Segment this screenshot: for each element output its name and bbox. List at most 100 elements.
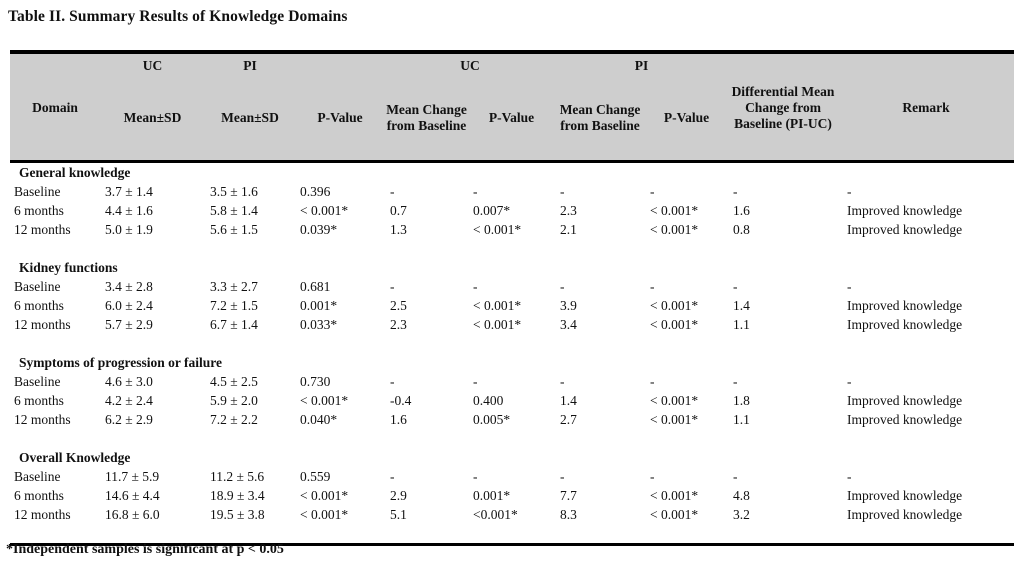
header-group-uc-change: UC xyxy=(460,58,480,73)
cell-differential: 4.8 xyxy=(733,487,750,503)
header-differential: Differential Mean Change from Baseline (… xyxy=(731,84,835,131)
cell-uc-mean-change: 0.7 xyxy=(390,202,407,218)
cell-differential: 3.2 xyxy=(733,506,750,522)
cell-p-value-baseline: 0.033* xyxy=(300,316,338,332)
cell-pi-p-value: < 0.001* xyxy=(650,202,699,218)
section-gap xyxy=(10,334,1014,353)
summary-results-table: Domain UC PI UC PI Differential Mean Cha… xyxy=(10,50,1014,546)
header-group-pi-change: PI xyxy=(634,58,649,73)
section-gap-cell xyxy=(10,429,1014,448)
cell-uc-mean-change: 2.3 xyxy=(390,316,407,332)
header-pi-mean-change: Mean Change from Baseline xyxy=(559,102,641,133)
cell-p-value-baseline: 0.396 xyxy=(300,183,331,199)
row-label: Baseline xyxy=(14,468,61,484)
section-heading-row: Symptoms of progression or failure xyxy=(10,353,1014,372)
cell-remark: - xyxy=(847,278,852,294)
cell-pi-mean-sd: 3.3 ± 2.7 xyxy=(210,278,258,294)
section-heading-row: Overall Knowledge xyxy=(10,448,1014,467)
cell-remark: - xyxy=(847,183,852,199)
row-label: 12 months xyxy=(14,221,71,237)
section-title: Kidney functions xyxy=(19,259,118,275)
cell-pi-p-value: < 0.001* xyxy=(650,411,699,427)
table-row: 12 months 16.8 ± 6.0 19.5 ± 3.8 < 0.001* 5.1… xyxy=(10,505,1014,524)
header-sub-row: Mean±SD Mean±SD P-Value Mean Change from… xyxy=(10,76,1014,162)
cell-pi-mean-sd: 18.9 ± 3.4 xyxy=(210,487,265,503)
cell-remark: Improved knowledge xyxy=(847,202,963,218)
cell-uc-mean-change: 5.1 xyxy=(390,506,407,522)
row-label: Baseline xyxy=(14,183,61,199)
table-row: Baseline 11.7 ± 5.9 11.2 ± 5.6 0.559 - - - - - - xyxy=(10,467,1014,486)
row-label: 12 months xyxy=(14,316,71,332)
cell-p-value-baseline: 0.559 xyxy=(300,468,331,484)
cell-uc-mean-change: - xyxy=(390,468,395,484)
header-group-uc-baseline: UC xyxy=(142,58,163,73)
cell-differential: 0.8 xyxy=(733,221,750,237)
cell-uc-mean-change: 1.3 xyxy=(390,221,407,237)
cell-p-value-baseline: < 0.001* xyxy=(300,506,349,522)
cell-uc-p-value: < 0.001* xyxy=(473,297,522,313)
table-row: 12 months 6.2 ± 2.9 7.2 ± 2.2 0.040* 1.6 0.00… xyxy=(10,410,1014,429)
cell-p-value-baseline: 0.681 xyxy=(300,278,331,294)
cell-uc-p-value: - xyxy=(473,278,478,294)
section-heading-row: Kidney functions xyxy=(10,258,1014,277)
cell-remark: Improved knowledge xyxy=(847,411,963,427)
row-label: 6 months xyxy=(14,202,64,218)
cell-p-value-baseline: 0.730 xyxy=(300,373,331,389)
cell-pi-mean-sd: 7.2 ± 2.2 xyxy=(210,411,258,427)
cell-pi-mean-sd: 4.5 ± 2.5 xyxy=(210,373,258,389)
cell-uc-mean-sd: 5.0 ± 1.9 xyxy=(105,221,153,237)
cell-uc-p-value: - xyxy=(473,468,478,484)
cell-pi-mean-change: - xyxy=(560,183,565,199)
cell-uc-mean-change: - xyxy=(390,373,395,389)
table-row: 6 months 6.0 ± 2.4 7.2 ± 1.5 0.001* 2.5 < 0.0… xyxy=(10,296,1014,315)
cell-differential: - xyxy=(733,373,738,389)
cell-remark: Improved knowledge xyxy=(847,316,963,332)
cell-pi-p-value: < 0.001* xyxy=(650,316,699,332)
cell-differential: 1.6 xyxy=(733,202,750,218)
cell-pi-p-value: < 0.001* xyxy=(650,392,699,408)
row-label: Baseline xyxy=(14,373,61,389)
cell-differential: 1.1 xyxy=(733,316,750,332)
cell-p-value-baseline: 0.039* xyxy=(300,221,338,237)
cell-uc-mean-change: 1.6 xyxy=(390,411,407,427)
section-heading-row: General knowledge xyxy=(10,162,1014,183)
cell-pi-p-value: - xyxy=(650,468,655,484)
cell-uc-mean-change: -0.4 xyxy=(390,392,412,408)
cell-uc-mean-sd: 6.2 ± 2.9 xyxy=(105,411,153,427)
cell-differential: 1.1 xyxy=(733,411,750,427)
cell-uc-mean-change: - xyxy=(390,183,395,199)
cell-uc-p-value: 0.007* xyxy=(473,202,511,218)
cell-pi-mean-change: 2.7 xyxy=(560,411,577,427)
cell-pi-mean-change: - xyxy=(560,278,565,294)
section-title: General knowledge xyxy=(19,164,131,180)
table-row: 6 months 4.4 ± 1.6 5.8 ± 1.4 < 0.001* 0.7 0.0… xyxy=(10,201,1014,220)
cell-pi-mean-change: - xyxy=(560,373,565,389)
cell-pi-mean-sd: 6.7 ± 1.4 xyxy=(210,316,258,332)
cell-uc-p-value: <0.001* xyxy=(473,506,518,522)
row-label: 12 months xyxy=(14,506,71,522)
cell-uc-mean-sd: 3.7 ± 1.4 xyxy=(105,183,153,199)
cell-pi-mean-change: 3.9 xyxy=(560,297,577,313)
cell-uc-mean-sd: 16.8 ± 6.0 xyxy=(105,506,160,522)
header-group-pi-baseline: PI xyxy=(243,58,257,73)
cell-uc-p-value: < 0.001* xyxy=(473,316,522,332)
row-label: Baseline xyxy=(14,278,61,294)
cell-pi-mean-change: 8.3 xyxy=(560,506,577,522)
section-title: Symptoms of progression or failure xyxy=(19,354,223,370)
cell-pi-p-value: < 0.001* xyxy=(650,221,699,237)
header-domain: Domain xyxy=(32,100,78,115)
cell-remark: - xyxy=(847,373,852,389)
cell-uc-mean-sd: 4.2 ± 2.4 xyxy=(105,392,153,408)
cell-p-value-baseline: 0.001* xyxy=(300,297,338,313)
cell-uc-mean-change: 2.9 xyxy=(390,487,407,503)
header-remark: Remark xyxy=(902,100,950,115)
cell-uc-mean-sd: 14.6 ± 4.4 xyxy=(105,487,160,503)
section-gap xyxy=(10,239,1014,258)
cell-pi-mean-sd: 11.2 ± 5.6 xyxy=(210,468,265,484)
cell-remark: Improved knowledge xyxy=(847,221,963,237)
cell-uc-p-value: 0.005* xyxy=(473,411,511,427)
cell-pi-p-value: < 0.001* xyxy=(650,506,699,522)
cell-pi-mean-sd: 5.9 ± 2.0 xyxy=(210,392,258,408)
table-row: 6 months 14.6 ± 4.4 18.9 ± 3.4 < 0.001* 2.9 0… xyxy=(10,486,1014,505)
